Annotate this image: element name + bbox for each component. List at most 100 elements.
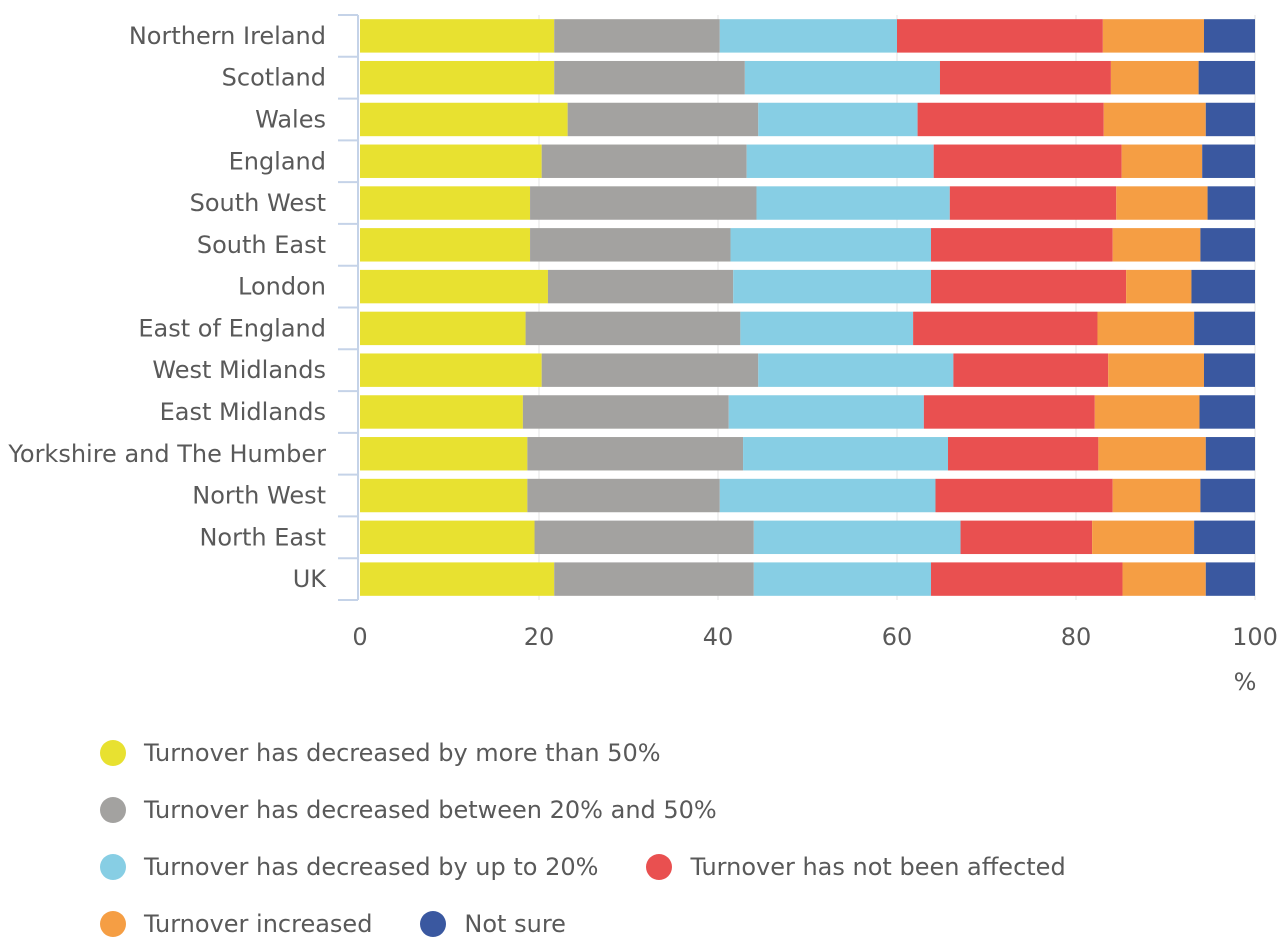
bar-segment	[746, 144, 934, 178]
bar-segment	[917, 102, 1104, 137]
legend-row: Turnover has decreased by up to 20% Turn…	[100, 838, 1250, 895]
bars	[360, 19, 1255, 596]
bar-segment	[541, 353, 759, 387]
bar-segment	[1198, 60, 1255, 95]
x-tick-label: 100	[1232, 623, 1277, 651]
category-labels: Northern Ireland Scotland Wales England Sout…	[7, 22, 327, 593]
category-label: Yorkshire and The Humber	[7, 440, 326, 468]
bar-segment	[923, 395, 1095, 429]
bar-segment	[730, 228, 932, 262]
bar-segment	[360, 353, 542, 387]
bar-segment	[913, 311, 1098, 346]
legend-label: Turnover has decreased by up to 20%	[144, 852, 599, 881]
bar-segment	[360, 102, 568, 137]
category-label: England	[229, 147, 326, 175]
category-label: East Midlands	[160, 398, 326, 426]
bar-segment	[522, 395, 729, 429]
legend-swatch	[100, 739, 126, 766]
bar-segment	[728, 395, 924, 429]
bar-segment	[897, 19, 1103, 53]
legend-swatch	[100, 796, 126, 823]
bar-segment	[527, 437, 744, 471]
legend-row: Turnover increased Not sure	[100, 895, 1250, 952]
stacked-bar-chart: Northern Ireland Scotland Wales England Sout…	[7, 14, 1277, 696]
x-tick-label: 0	[352, 623, 367, 651]
bar-segment	[360, 19, 555, 53]
bar-segment	[554, 562, 754, 596]
category-label: Scotland	[222, 64, 326, 92]
bar-segment	[360, 311, 526, 346]
bar-segment	[1108, 353, 1204, 387]
bar-segment	[744, 60, 940, 95]
legend-label: Turnover has decreased by more than 50%	[144, 738, 661, 767]
category-label: Northern Ireland	[129, 22, 326, 50]
bar-segment	[360, 186, 531, 220]
bar-segment	[360, 60, 555, 95]
bar-segment	[1202, 144, 1255, 178]
bar-segment	[933, 144, 1122, 178]
bar-segment	[360, 478, 528, 513]
bar-segment	[547, 269, 734, 304]
bar-segment	[753, 520, 961, 555]
legend-label: Turnover has not been affected	[690, 852, 1066, 881]
bar-segment	[753, 562, 932, 596]
bar-segment	[719, 19, 897, 53]
bar-segment	[1103, 102, 1206, 137]
category-label: East of England	[138, 314, 326, 342]
bar-segment	[530, 186, 757, 220]
bar-segment	[743, 437, 949, 471]
category-label: South East	[197, 231, 326, 259]
bar-segment	[758, 102, 918, 137]
legend-item-decreased-20-50: Turnover has decreased between 20% and 5…	[100, 796, 717, 824]
bar-segment	[935, 478, 1113, 513]
legend-item-decreased-over-50: Turnover has decreased by more than 50%	[100, 739, 661, 767]
bar-segment	[525, 311, 741, 346]
bar-segment	[360, 562, 555, 596]
bar-segment	[1098, 437, 1206, 471]
bar-segment	[1112, 478, 1201, 513]
bar-segment	[949, 186, 1117, 220]
bar-segment	[527, 478, 720, 513]
legend-label: Turnover has decreased between 20% and 5…	[144, 795, 717, 824]
x-tick-label: 20	[524, 623, 555, 651]
bar-segment	[1205, 102, 1255, 137]
bar-segment	[953, 353, 1109, 387]
legend-swatch	[646, 853, 673, 880]
bar-segment	[1094, 395, 1200, 429]
bar-segment	[931, 562, 1123, 596]
bar-segment	[1097, 311, 1195, 346]
bar-segment	[1199, 395, 1255, 429]
x-axis-label: %	[1234, 668, 1257, 696]
legend-label: Not sure	[464, 909, 566, 938]
bar-segment	[939, 60, 1111, 95]
bar-segment	[1194, 520, 1255, 555]
axes	[338, 14, 359, 601]
bar-segment	[534, 520, 754, 555]
bar-segment	[1121, 144, 1203, 178]
bar-segment	[948, 437, 1099, 471]
x-tick-labels: 0 20 40 60 80 100	[352, 623, 1277, 651]
bar-segment	[360, 395, 523, 429]
bar-segment	[740, 311, 914, 346]
category-label: North West	[192, 482, 326, 510]
bar-segment	[1191, 269, 1255, 304]
x-tick-label: 40	[703, 623, 734, 651]
bar-segment	[1126, 269, 1192, 304]
bar-segment	[931, 228, 1113, 262]
category-label: London	[238, 273, 326, 301]
bar-segment	[1205, 437, 1255, 471]
bar-segment	[360, 437, 528, 471]
bar-segment	[756, 186, 950, 220]
bar-segment	[1200, 478, 1255, 513]
bar-segment	[541, 144, 747, 178]
legend-swatch	[420, 910, 447, 937]
x-tick-label: 80	[1061, 623, 1092, 651]
bar-segment	[1207, 186, 1255, 220]
bar-segment	[530, 228, 731, 262]
bar-segment	[1092, 520, 1195, 555]
bar-segment	[758, 353, 954, 387]
legend-swatch	[100, 910, 126, 937]
bar-segment	[733, 269, 932, 304]
category-label: West Midlands	[152, 356, 326, 384]
legend: Turnover has decreased by more than 50% …	[100, 724, 1250, 952]
